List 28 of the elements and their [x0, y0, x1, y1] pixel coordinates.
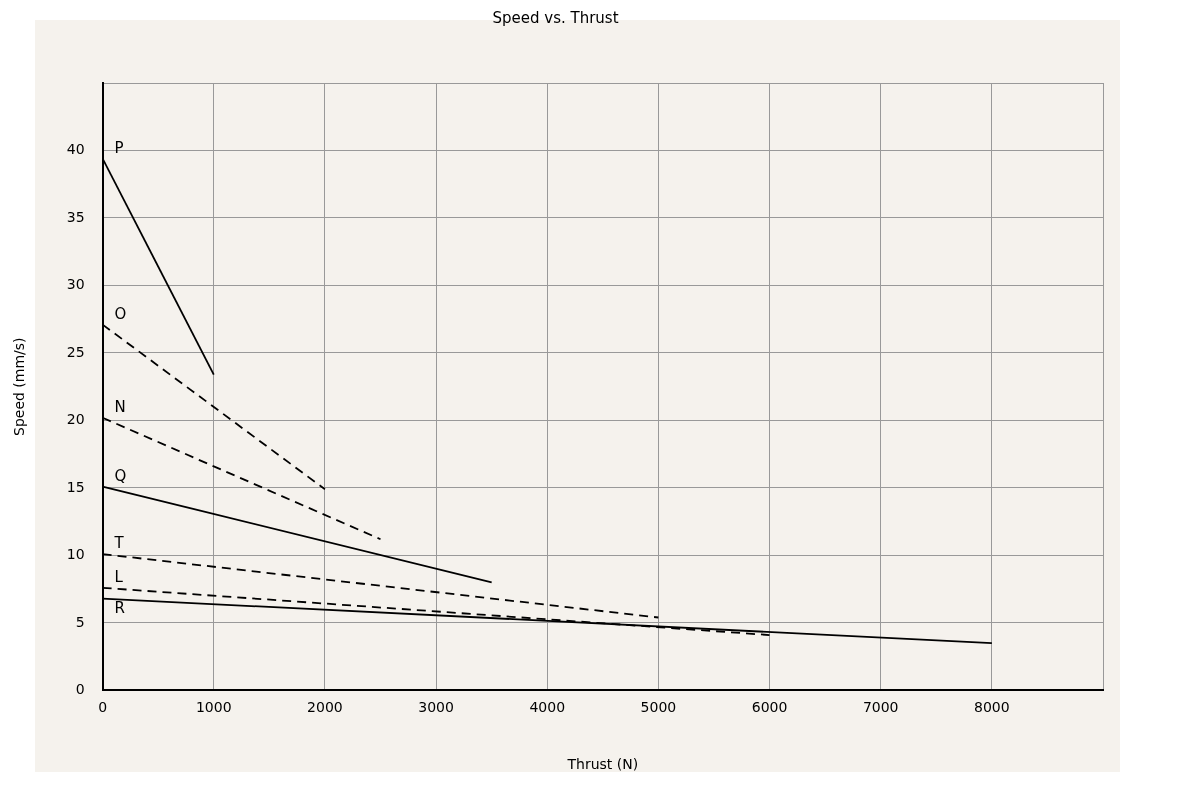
- y-axis-title: Speed (mm/s): [11, 337, 28, 436]
- series-label: R: [114, 599, 126, 618]
- x-tick-label: 5000: [640, 699, 677, 716]
- chart-title: Speed vs. Thrust: [492, 8, 619, 27]
- x-tick-label: 8000: [974, 699, 1010, 716]
- y-tick-label: 30: [66, 276, 85, 293]
- x-tick-label: 7000: [862, 699, 899, 716]
- y-tick-label: 35: [66, 208, 85, 225]
- y-tick-label: 20: [66, 411, 85, 428]
- x-axis-title: Thrust (N): [566, 756, 639, 773]
- series-label: L: [114, 568, 124, 587]
- series-label: Q: [114, 466, 127, 485]
- series-label: O: [114, 305, 127, 323]
- series-label: P: [114, 138, 124, 157]
- x-tick-label: 3000: [418, 699, 454, 716]
- x-tick-label: 2000: [307, 699, 343, 716]
- series-label: N: [114, 398, 126, 417]
- y-tick-label: 15: [66, 478, 85, 495]
- y-tick-label: 10: [66, 546, 85, 563]
- y-tick-label: 0: [75, 681, 85, 698]
- x-tick-label: 6000: [751, 699, 788, 716]
- x-tick-label: 0: [98, 699, 108, 716]
- y-tick-label: 25: [66, 343, 85, 360]
- series-label: T: [113, 534, 125, 553]
- x-tick-label: 1000: [195, 699, 232, 716]
- y-tick-label: 40: [66, 141, 85, 158]
- x-tick-label: 4000: [529, 699, 566, 716]
- y-tick-label: 5: [75, 613, 85, 630]
